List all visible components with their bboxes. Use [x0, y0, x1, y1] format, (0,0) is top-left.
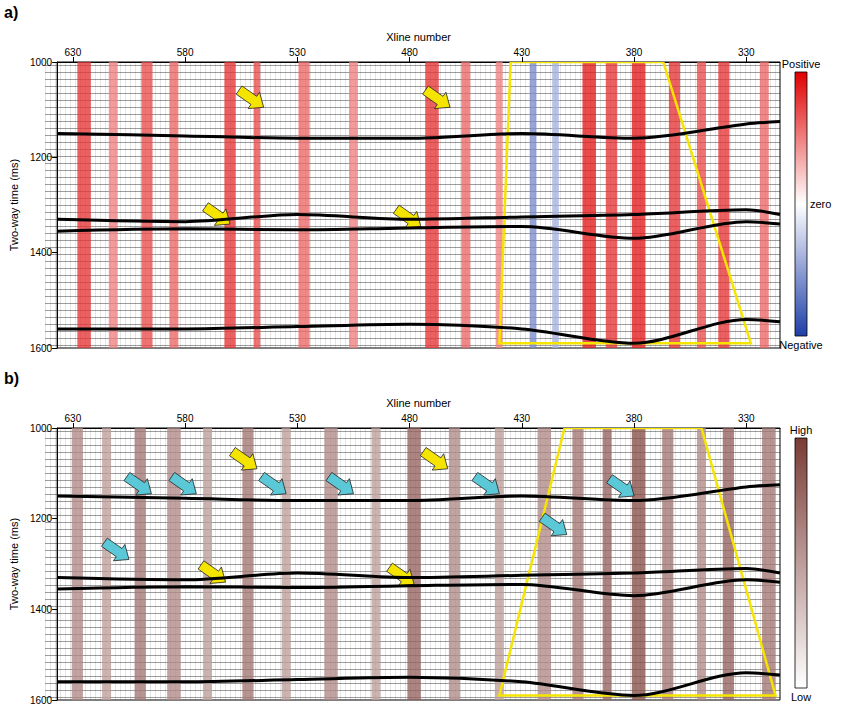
svg-text:1200: 1200 [30, 513, 53, 524]
svg-text:Negative: Negative [779, 339, 822, 351]
svg-text:430: 430 [513, 47, 530, 58]
svg-text:1600: 1600 [30, 343, 53, 354]
svg-text:1000: 1000 [30, 423, 53, 434]
svg-text:1200: 1200 [30, 152, 53, 163]
svg-text:530: 530 [289, 413, 306, 424]
svg-text:Xline number: Xline number [386, 397, 451, 409]
svg-text:Two-way time (ms): Two-way time (ms) [8, 159, 20, 251]
svg-text:630: 630 [65, 413, 82, 424]
svg-text:430: 430 [513, 413, 530, 424]
svg-text:580: 580 [177, 47, 194, 58]
svg-text:580: 580 [177, 413, 194, 424]
svg-text:Positive: Positive [782, 58, 821, 70]
svg-text:1000: 1000 [30, 57, 53, 68]
svg-text:480: 480 [401, 47, 418, 58]
svg-text:380: 380 [626, 47, 643, 58]
svg-text:380: 380 [626, 413, 643, 424]
svg-text:a): a) [4, 4, 18, 21]
svg-text:330: 330 [738, 413, 755, 424]
svg-text:Low: Low [791, 691, 811, 703]
svg-text:480: 480 [401, 413, 418, 424]
svg-text:1400: 1400 [30, 247, 53, 258]
svg-text:630: 630 [65, 47, 82, 58]
svg-text:330: 330 [738, 47, 755, 58]
svg-text:1400: 1400 [30, 604, 53, 615]
svg-text:530: 530 [289, 47, 306, 58]
svg-text:1600: 1600 [30, 695, 53, 706]
svg-text:zero: zero [810, 198, 831, 210]
svg-text:Two-way time (ms): Two-way time (ms) [8, 518, 20, 610]
svg-text:High: High [790, 424, 813, 436]
svg-text:Xline number: Xline number [386, 31, 451, 43]
svg-text:b): b) [4, 370, 19, 387]
